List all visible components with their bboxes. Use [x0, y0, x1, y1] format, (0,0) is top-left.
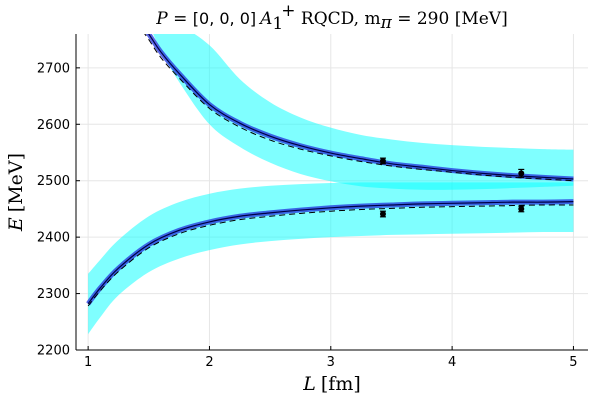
title-irrep: A	[258, 9, 272, 29]
x-tick-label: 5	[569, 355, 577, 370]
y-axis-unit: [MeV]	[5, 153, 27, 212]
title-momentum: [0, 0, 0]	[193, 9, 256, 28]
y-tick-label: 2200	[37, 344, 70, 359]
title-rest-sub: π	[380, 13, 393, 33]
data-point-2	[379, 211, 386, 218]
title-irrep-sub: 1	[272, 14, 283, 34]
x-tick-label: 2	[205, 355, 213, 370]
x-tick-label: 4	[448, 355, 456, 370]
chart-title: P = [0, 0, 0] A1+ RQCD, mπ = 290 [MeV]	[155, 1, 507, 34]
x-axis-unit: [fm]	[321, 373, 361, 395]
x-tick-label: 1	[84, 355, 92, 370]
title-rest: RQCD, m	[296, 9, 381, 29]
x-axis-label: L [fm]	[302, 373, 361, 395]
x-tick-label: 3	[327, 355, 335, 370]
plot-data	[86, 34, 574, 335]
data-points	[379, 157, 525, 218]
title-mass: = 290 [MeV]	[392, 9, 508, 29]
y-tick-label: 2400	[37, 231, 70, 246]
y-tick-label: 2500	[37, 174, 70, 189]
x-axis-symbol: L	[302, 373, 316, 395]
title-prefix: P =	[155, 9, 193, 29]
y-tick-label: 2600	[37, 118, 70, 133]
y-axis-symbol: E	[5, 217, 27, 232]
data-point-4	[518, 205, 525, 212]
dashed-line-1	[144, 34, 574, 182]
data-point-1	[379, 157, 386, 164]
title-irrep-sup: +	[281, 1, 295, 21]
data-point-3	[518, 170, 525, 177]
y-tick-label: 2700	[37, 61, 70, 76]
axis-ticks: 1 2 3 4 5 2200 2300 2400 2500 2600 2700	[37, 61, 578, 370]
dashed-line-2	[87, 204, 574, 307]
y-axis-label: E [MeV]	[5, 153, 27, 232]
y-tick-label: 2300	[37, 287, 70, 302]
error-band-1	[153, 34, 574, 190]
center-line-2	[87, 200, 574, 305]
center-line-1	[148, 34, 574, 180]
